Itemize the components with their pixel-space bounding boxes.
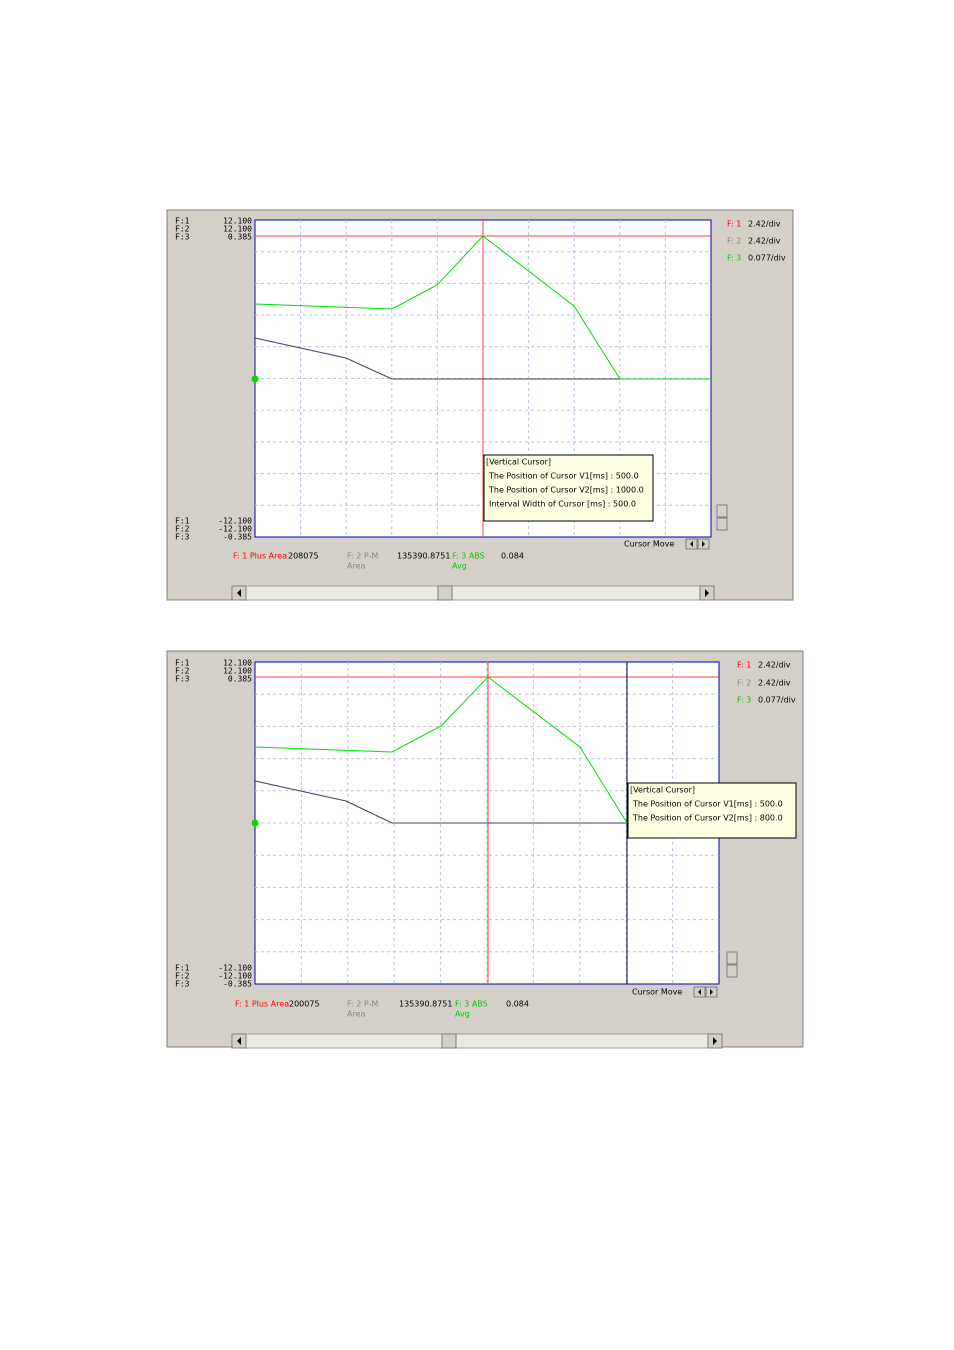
tooltip-line: The Position of Cursor V1[ms] : 500.0 (488, 472, 639, 481)
legend-scale: 0.077/div (748, 254, 786, 263)
status-label: F: 3 ABS (455, 1000, 488, 1009)
legend-name: F: 1 (737, 661, 751, 670)
axis-value: 12.100 (223, 225, 252, 234)
axis-value: -12.100 (218, 517, 252, 526)
axis-value: -0.385 (223, 980, 252, 989)
waveform-f3 (254, 676, 628, 824)
status-value: 0.084 (501, 552, 524, 561)
legend-name: F: 2 (737, 679, 751, 688)
axis-value: -0.385 (223, 533, 252, 542)
tooltip-line: The Position of Cursor V1[ms] : 500.0 (632, 800, 783, 809)
tooltip (483, 454, 654, 522)
scale-button[interactable] (716, 517, 728, 531)
scale-button[interactable] (726, 951, 738, 965)
arrow-icon (698, 989, 701, 995)
waveform-f2 (254, 337, 620, 380)
legend-scale: 0.077/div (758, 696, 796, 705)
scrollbar[interactable] (231, 1033, 723, 1049)
axis-value: 12.100 (223, 217, 252, 226)
axis-value: -12.100 (218, 525, 252, 534)
legend-name: F: 3 (727, 254, 741, 263)
scroll-thumb[interactable] (441, 1033, 457, 1049)
status-label: F: 1 Plus Area (235, 1000, 289, 1009)
status-value: 135390.8751 (399, 1000, 452, 1009)
tooltip-line: The Position of Cursor V2[ms] : 1000.0 (488, 486, 644, 495)
legend-scale: 2.42/div (758, 661, 791, 670)
status-sub: Avg (455, 1010, 470, 1019)
tooltip-line: [Vertical Cursor] (486, 458, 551, 467)
status-sub: Avg (452, 562, 467, 571)
arrow-icon (710, 989, 713, 995)
status-sub: Area (347, 562, 366, 571)
status-sub: Area (347, 1010, 366, 1019)
arrow-icon (237, 1037, 241, 1045)
arrow-icon (690, 541, 693, 547)
legend-scale: 2.42/div (758, 679, 791, 688)
tooltip-line: Interval Width of Cursor [ms] : 500.0 (489, 500, 636, 509)
tooltip-line: The Position of Cursor V2[ms] : 800.0 (632, 814, 783, 823)
waveform-f3 (254, 235, 711, 380)
scroll-thumb[interactable] (437, 585, 453, 601)
axis-label: F:1 (175, 964, 190, 973)
axis-label: F:1 (175, 217, 190, 226)
scrollbar[interactable] (231, 585, 715, 601)
axis-value: -12.100 (218, 964, 252, 973)
tooltip (627, 782, 797, 839)
arrow-icon (702, 541, 705, 547)
axis-label: F:3 (175, 980, 190, 989)
legend-scale: 2.42/div (748, 237, 781, 246)
waveform-f2 (254, 780, 627, 824)
arrow-icon (705, 589, 709, 597)
axis-value: 12.100 (223, 659, 252, 668)
status-label: F: 2 P-M (347, 1000, 378, 1009)
tooltip-line: [Vertical Cursor] (630, 786, 695, 795)
scale-button[interactable] (716, 504, 728, 518)
arrow-icon (713, 1037, 717, 1045)
axis-label: F:3 (175, 675, 190, 684)
status-value: 0.084 (506, 1000, 529, 1009)
axis-label: F:2 (175, 667, 190, 676)
cursor-move-label: Cursor Move (632, 988, 682, 997)
marker (251, 375, 259, 383)
axis-label: F:2 (175, 972, 190, 981)
marker (251, 819, 259, 827)
axis-value: 0.385 (228, 233, 252, 242)
arrow-icon (237, 589, 241, 597)
axis-label: F:1 (175, 517, 190, 526)
legend-name: F: 1 (727, 220, 741, 229)
legend-name: F: 2 (727, 237, 741, 246)
axis-label: F:2 (175, 525, 190, 534)
legend-name: F: 3 (737, 696, 751, 705)
axis-label: F:2 (175, 225, 190, 234)
axis-label: F:3 (175, 233, 190, 242)
status-label: F: 3 ABS (452, 552, 485, 561)
status-label: F: 2 P-M (347, 552, 378, 561)
cursor-move-label: Cursor Move (624, 540, 674, 549)
status-value: 135390.8751 (397, 552, 450, 561)
status-value: 200075 (289, 1000, 320, 1009)
axis-label: F:3 (175, 533, 190, 542)
status-label: F: 1 Plus Area (233, 552, 287, 561)
axis-label: F:1 (175, 659, 190, 668)
axis-value: 12.100 (223, 667, 252, 676)
legend-scale: 2.42/div (748, 220, 781, 229)
axis-value: 0.385 (228, 675, 252, 684)
status-value: 208075 (288, 552, 319, 561)
axis-value: -12.100 (218, 972, 252, 981)
scale-button[interactable] (726, 964, 738, 978)
